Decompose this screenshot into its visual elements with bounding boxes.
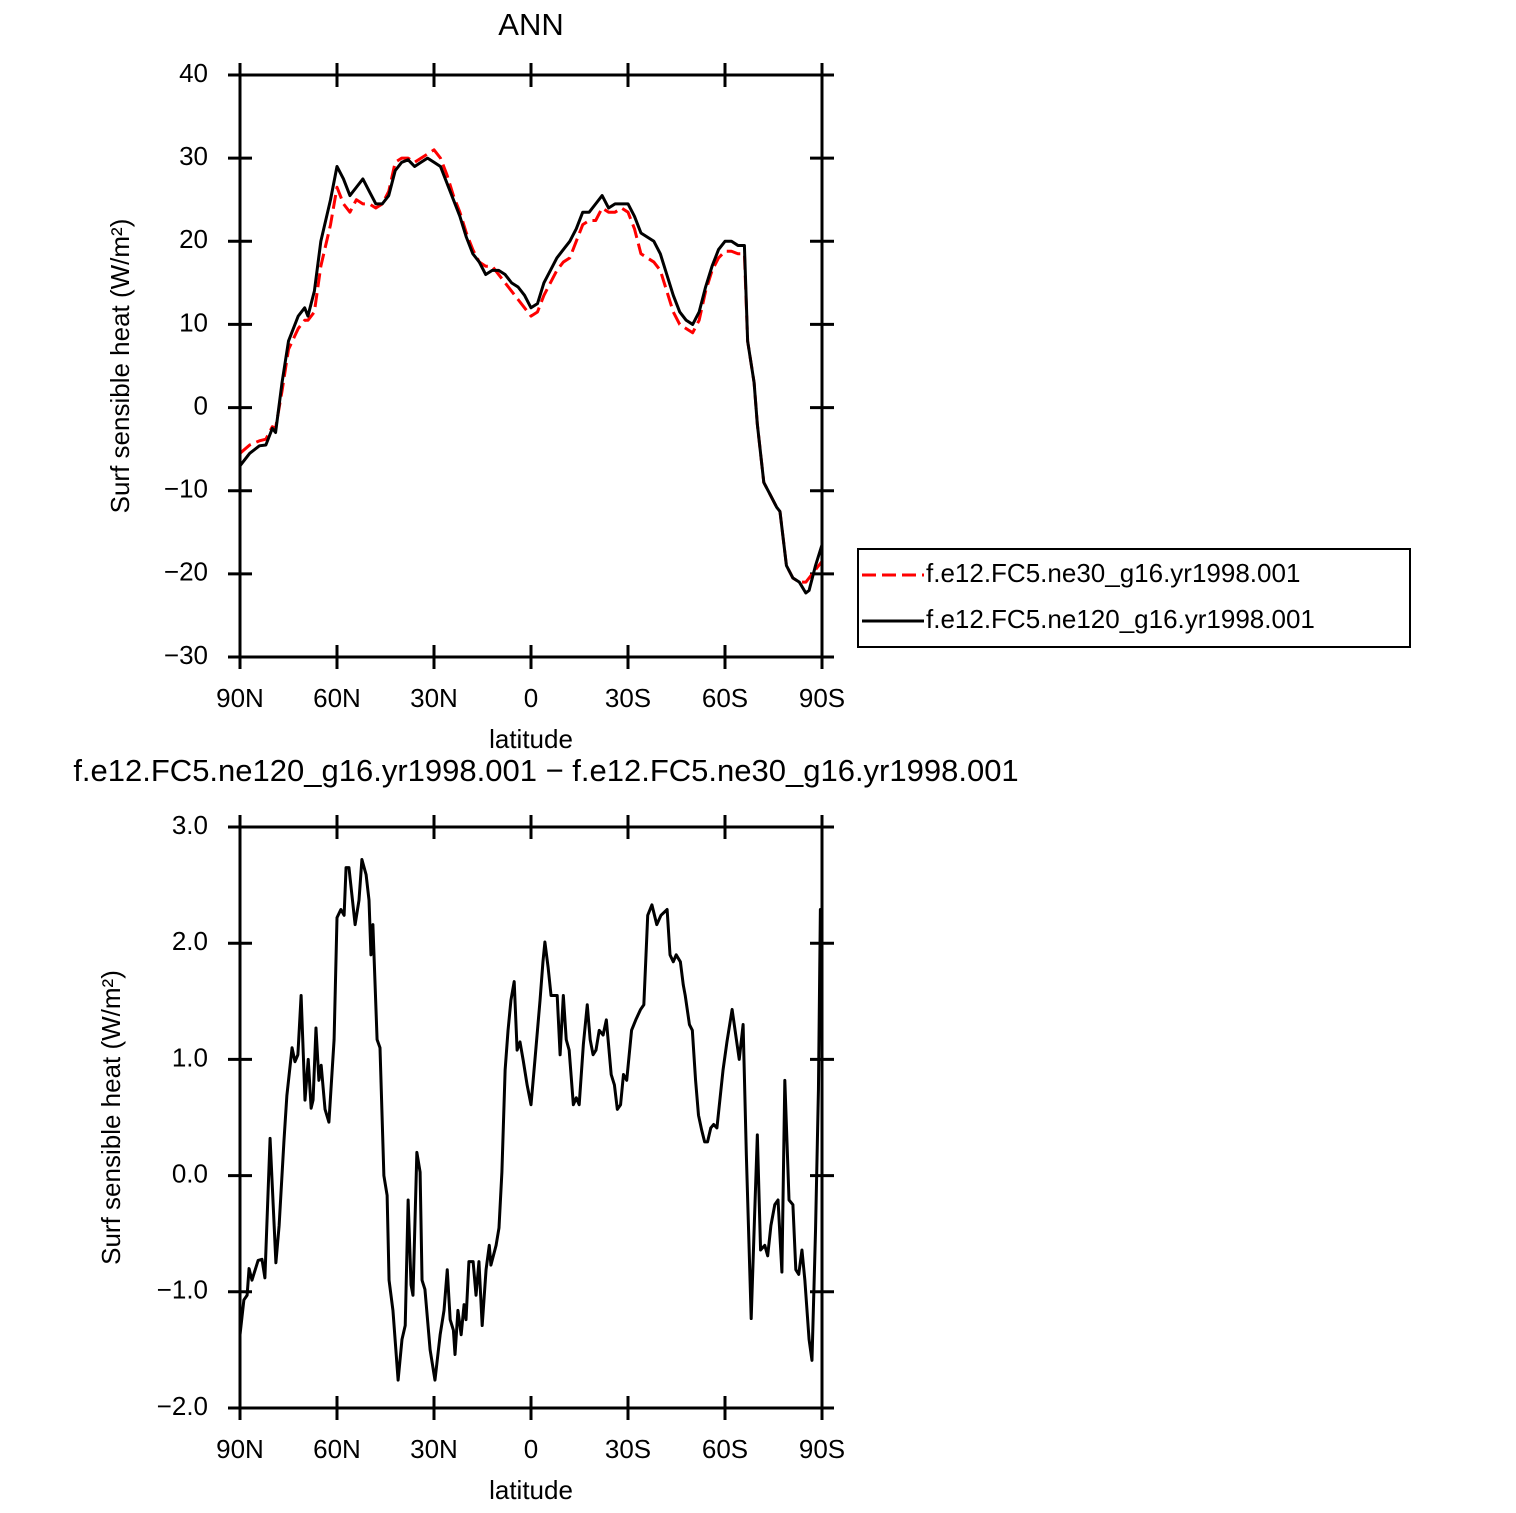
data-line	[238, 858, 824, 1382]
x-tick-label: 60S	[702, 1434, 748, 1464]
x-tick-label: 90N	[216, 683, 264, 713]
legend-label: f.e12.FC5.ne120_g16.yr1998.001	[926, 604, 1315, 634]
x-tick-label: 30S	[605, 683, 651, 713]
y-tick-label: −10	[164, 474, 208, 504]
x-tick-label: 30S	[605, 1434, 651, 1464]
x-tick-label: 30N	[410, 1434, 458, 1464]
plot-frame	[238, 73, 824, 659]
data-line	[238, 156, 824, 595]
x-tick-label: 60S	[702, 683, 748, 713]
y-axis-label: Surf sensible heat (W/m²)	[105, 219, 135, 514]
y-tick-label: −1.0	[157, 1275, 208, 1305]
y-tick-label: 2.0	[172, 926, 208, 956]
x-tick-label: 0	[524, 683, 538, 713]
data-line	[239, 148, 824, 584]
legend-label: f.e12.FC5.ne30_g16.yr1998.001	[926, 558, 1300, 588]
x-tick-label: 60N	[313, 683, 361, 713]
chart-title: f.e12.FC5.ne120_g16.yr1998.001 − f.e12.F…	[73, 753, 1018, 788]
chart-title: ANN	[498, 7, 563, 42]
y-tick-label: −20	[164, 557, 208, 587]
y-tick-label: −2.0	[157, 1391, 208, 1421]
y-tick-label: 10	[179, 307, 208, 337]
y-tick-label: 30	[179, 141, 208, 171]
x-tick-label: 90S	[799, 683, 845, 713]
x-axis-label: latitude	[489, 724, 573, 754]
y-tick-label: −30	[164, 640, 208, 670]
x-tick-label: 30N	[410, 683, 458, 713]
y-axis-label: Surf sensible heat (W/m²)	[96, 970, 126, 1265]
y-tick-label: 3.0	[172, 810, 208, 840]
x-tick-label: 90S	[799, 1434, 845, 1464]
legend-box	[857, 548, 1411, 648]
y-tick-label: 40	[179, 58, 208, 88]
y-tick-label: 20	[179, 224, 208, 254]
x-tick-label: 60N	[313, 1434, 361, 1464]
plot-frame	[238, 825, 824, 1410]
y-tick-label: 0	[194, 390, 208, 420]
y-tick-label: 1.0	[172, 1042, 208, 1072]
x-axis-label: latitude	[489, 1475, 573, 1505]
x-tick-label: 0	[524, 1434, 538, 1464]
y-tick-label: 0.0	[172, 1158, 208, 1188]
x-tick-label: 90N	[216, 1434, 264, 1464]
